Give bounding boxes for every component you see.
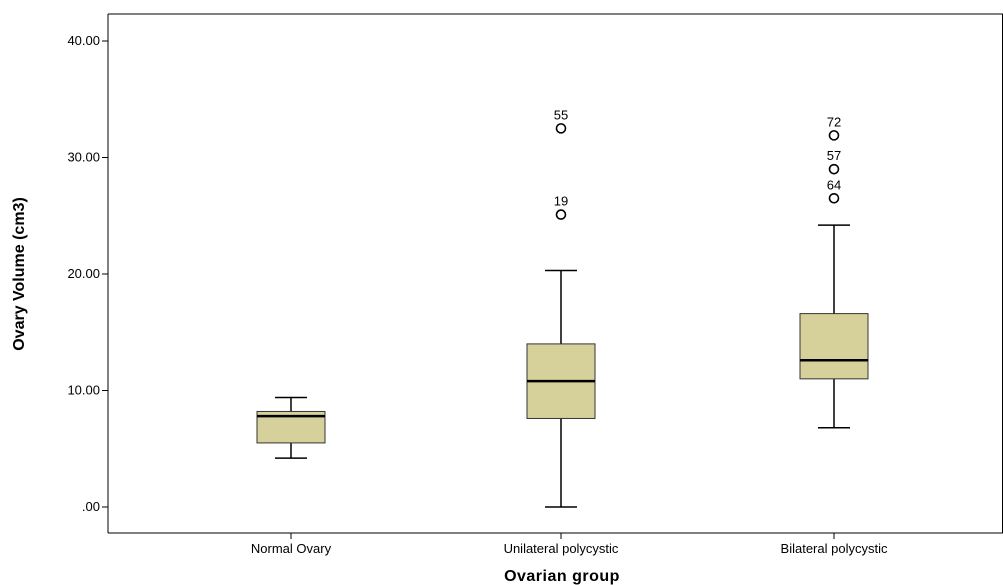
outlier-point — [555, 209, 567, 220]
plot-frame — [107, 13, 1003, 534]
outlier-point — [828, 130, 840, 141]
box-group — [256, 396, 326, 459]
y-tick-label: 20.00 — [67, 266, 100, 281]
outlier-point — [828, 192, 840, 204]
x-tick-label: Unilateral polycystic — [504, 541, 619, 556]
y-tick-label: .00 — [82, 499, 100, 514]
y-axis-title: Ovary Volume (cm3) — [11, 197, 28, 351]
outlier-point — [828, 163, 840, 175]
y-axis: .00 10.00 20.00 30.00 40.00 — [67, 33, 108, 514]
outlier-label: 64 — [827, 177, 841, 192]
outlier-point — [555, 123, 567, 134]
y-tick-label: 40.00 — [67, 33, 100, 48]
outlier-label: 55 — [554, 107, 568, 122]
y-tick-label: 10.00 — [67, 383, 100, 398]
outlier-label: 19 — [554, 194, 568, 209]
x-axis-title: Ovarian group — [504, 568, 620, 585]
iqr-box — [799, 313, 869, 380]
box-group: 64 57 72 — [799, 114, 869, 429]
outlier-label: 57 — [827, 148, 841, 163]
outlier-label: 72 — [827, 114, 841, 129]
y-tick-label: 30.00 — [67, 150, 100, 165]
x-axis: Normal Ovary Unilateral polycystic Bilater… — [251, 533, 888, 556]
x-tick-label: Normal Ovary — [251, 541, 332, 556]
x-tick-label: Bilateral polycystic — [781, 541, 888, 556]
